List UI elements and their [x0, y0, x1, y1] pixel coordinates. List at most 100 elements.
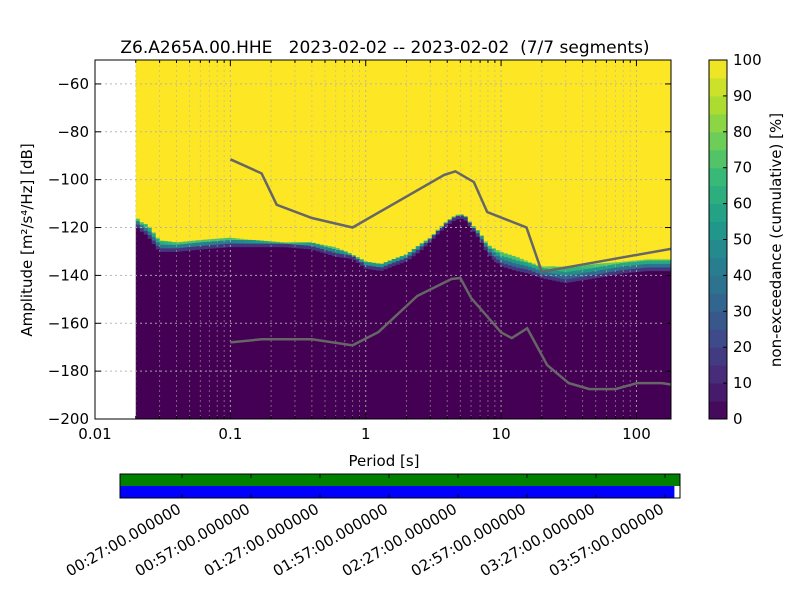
- heatmap-cell: [335, 247, 341, 250]
- heatmap-cell: [311, 60, 317, 243]
- heatmap-cell: [639, 60, 645, 260]
- heatmap-cell: [199, 245, 205, 250]
- heatmap-cell: [443, 221, 449, 224]
- heatmap-cell: [267, 240, 273, 244]
- heatmap-cell: [387, 263, 393, 268]
- heatmap-cell: [619, 261, 625, 264]
- heatmap-cell: [431, 234, 437, 239]
- heatmap-cell: [503, 267, 509, 419]
- heatmap-cell: [471, 60, 477, 227]
- heatmap-cell: [635, 260, 641, 265]
- heatmap-cell: [463, 220, 469, 419]
- colorbar-tick-label: 30: [733, 302, 752, 320]
- heatmap-cell: [383, 261, 389, 266]
- heatmap-cell: [619, 269, 625, 274]
- colorbar-tick-label: 60: [733, 195, 752, 213]
- heatmap-cell: [411, 255, 417, 419]
- heatmap-cell: [275, 241, 281, 244]
- heatmap-cell: [423, 240, 429, 243]
- heatmap-cell: [587, 60, 593, 265]
- heatmap-cell: [423, 242, 429, 247]
- heatmap-cell: [555, 60, 561, 267]
- heatmap-cell: [595, 273, 601, 278]
- colorbar-segment: [709, 221, 727, 240]
- heatmap-cell: [331, 252, 337, 257]
- heatmap-cell: [547, 60, 553, 267]
- heatmap-cell: [147, 227, 153, 232]
- heatmap-cell: [523, 272, 529, 419]
- heatmap-cell: [483, 249, 489, 419]
- heatmap-cell: [635, 264, 641, 269]
- heatmap-cell: [571, 60, 577, 266]
- heatmap-cell: [159, 244, 165, 249]
- heatmap-cell: [595, 263, 601, 268]
- heatmap-cell: [355, 258, 361, 263]
- heatmap-cell: [559, 265, 565, 268]
- heatmap-cell: [663, 267, 669, 272]
- heatmap-cell: [155, 60, 161, 238]
- colorbar-segment: [709, 203, 727, 223]
- heatmap-cell: [355, 256, 361, 260]
- heatmap-cell: [531, 271, 537, 276]
- heatmap-cell: [535, 269, 541, 274]
- heatmap-cell: [203, 239, 209, 242]
- heatmap-cell: [495, 262, 501, 419]
- timeline-tick-label: 02:27:00.000000: [339, 500, 460, 580]
- timeline-tick-label: 00:27:00.000000: [63, 500, 184, 580]
- heatmap-cell: [587, 275, 593, 280]
- heatmap-cell: [179, 60, 185, 242]
- heatmap-cell: [275, 60, 281, 242]
- heatmap-cell: [451, 215, 457, 218]
- heatmap-cell: [647, 259, 653, 264]
- heatmap-cell: [611, 60, 617, 263]
- heatmap-cell: [531, 267, 537, 272]
- colorbar-segment: [709, 239, 727, 258]
- heatmap-cell: [211, 238, 217, 242]
- heatmap-cell: [219, 247, 225, 419]
- heatmap-cell: [267, 243, 273, 248]
- heatmap-cell: [631, 264, 637, 269]
- heatmap-cell: [323, 249, 329, 254]
- heatmap-cell: [551, 265, 557, 270]
- heatmap-cell: [643, 267, 649, 272]
- heatmap-cell: [263, 60, 269, 241]
- heatmap-cell: [515, 267, 521, 272]
- heatmap-cell: [639, 259, 645, 261]
- heatmap-cell: [231, 60, 237, 238]
- heatmap-cell: [635, 271, 641, 419]
- heatmap-cell: [167, 60, 173, 242]
- heatmap-cell: [279, 243, 285, 248]
- heatmap-cell: [523, 261, 529, 266]
- heatmap-cell: [259, 246, 265, 419]
- heatmap-cell: [243, 243, 249, 248]
- heatmap-cell: [527, 269, 533, 274]
- heatmap-cell: [439, 230, 445, 419]
- heatmap-cell: [599, 262, 605, 267]
- heatmap-cell: [183, 250, 189, 419]
- heatmap-cell: [543, 60, 549, 267]
- heatmap-cell: [591, 267, 597, 272]
- heatmap-cell: [535, 265, 541, 270]
- heatmap-cell: [331, 248, 337, 253]
- heatmap-cell: [287, 247, 293, 419]
- heatmap-cell: [175, 247, 181, 252]
- heatmap-cell: [567, 274, 573, 279]
- heatmap-cell: [215, 60, 221, 239]
- heatmap-cell: [619, 262, 625, 267]
- heatmap-cell: [327, 250, 333, 255]
- heatmap-cell: [511, 60, 517, 256]
- heatmap-cell: [575, 266, 581, 271]
- heatmap-cell: [203, 245, 209, 250]
- heatmap-cell: [631, 60, 637, 261]
- heatmap-cell: [143, 234, 149, 419]
- heatmap-cell: [551, 280, 557, 419]
- low-noise-model-line: [230, 276, 671, 391]
- heatmap-cell: [443, 226, 449, 419]
- heatmap-cell: [611, 274, 617, 419]
- heatmap-cell: [419, 245, 425, 251]
- heatmap-cell: [319, 252, 325, 419]
- timeline-tick-label: 03:57:00.000000: [546, 500, 667, 580]
- heatmap-cell: [639, 267, 645, 272]
- heatmap-cell: [259, 243, 265, 248]
